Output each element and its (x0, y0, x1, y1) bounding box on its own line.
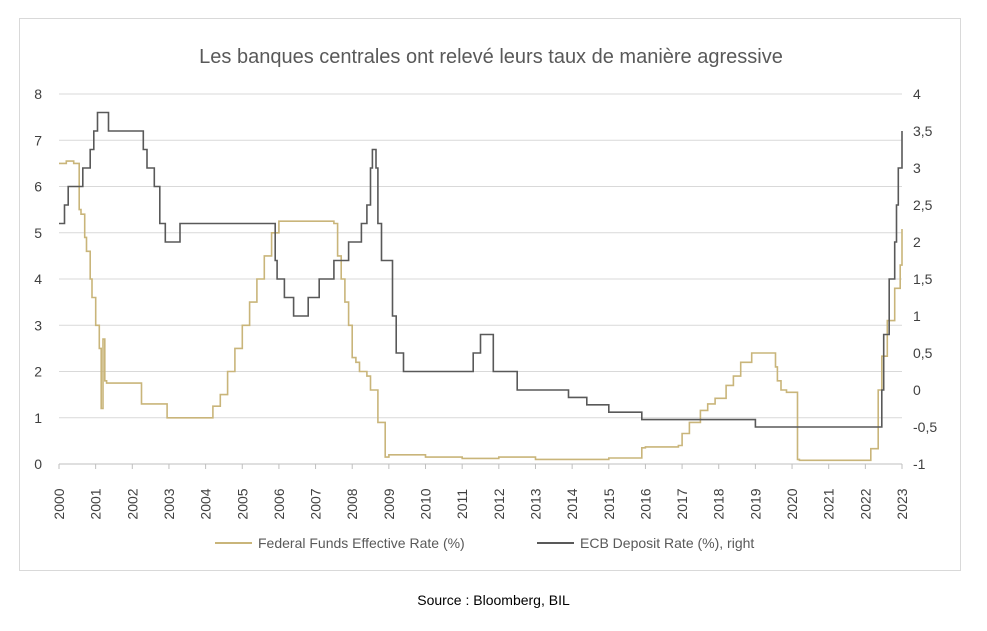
x-tick-20: 2020 (784, 488, 800, 519)
legend: Federal Funds Effective Rate (%) ECB Dep… (215, 535, 754, 551)
x-tick-12: 2012 (491, 488, 507, 519)
x-tick-15: 2015 (601, 488, 617, 519)
x-tick-3: 2003 (161, 488, 177, 519)
y-right-tick-2: 0 (913, 382, 921, 398)
chart-svg: Les banques centrales ont relevé leurs t… (34, 46, 937, 551)
x-tick-22: 2022 (857, 488, 873, 519)
y-right-tick-labels: -1 -0,5 0 0,5 1 1,5 2 2,5 3 3,5 4 (913, 86, 937, 472)
x-tick-10: 2010 (418, 488, 434, 519)
x-tick-5: 2005 (234, 488, 250, 519)
x-tick-11: 2011 (454, 489, 470, 519)
y-left-tick-6: 6 (34, 179, 42, 195)
x-tick-2: 2002 (124, 488, 140, 519)
y-left-tick-3: 3 (34, 317, 42, 333)
y-left-tick-8: 8 (34, 86, 42, 102)
x-tick-4: 2004 (198, 488, 214, 519)
x-tick-23: 2023 (894, 488, 910, 519)
y-right-tick-6: 2 (913, 234, 921, 250)
y-right-tick-3: 0,5 (913, 345, 933, 361)
y-right-tick-9: 3,5 (913, 123, 933, 139)
x-tick-0: 2000 (51, 488, 67, 519)
x-tick-16: 2016 (637, 488, 653, 519)
series-line-ecb (59, 111, 903, 428)
y-right-tick-1: -0,5 (913, 419, 937, 435)
y-left-tick-4: 4 (34, 271, 42, 287)
chart-frame: Les banques centrales ont relevé leurs t… (19, 18, 961, 571)
y-right-tick-5: 1,5 (913, 271, 933, 287)
x-tick-14: 2014 (564, 488, 580, 519)
legend-label-ecb: ECB Deposit Rate (%), right (580, 535, 754, 551)
y-left-tick-2: 2 (34, 364, 42, 380)
x-tick-8: 2008 (344, 488, 360, 519)
y-right-tick-8: 3 (913, 160, 921, 176)
x-tick-21: 2021 (821, 488, 837, 519)
y-left-tick-labels: 0 1 2 3 4 5 6 7 8 (34, 86, 42, 472)
legend-label-fed: Federal Funds Effective Rate (%) (258, 535, 465, 551)
series-lines (59, 111, 903, 462)
source-note: Source : Bloomberg, BIL (417, 592, 570, 608)
y-right-tick-10: 4 (913, 86, 921, 102)
x-tick-7: 2007 (308, 488, 324, 519)
y-left-tick-0: 0 (34, 456, 42, 472)
chart-title: Les banques centrales ont relevé leurs t… (199, 46, 783, 68)
x-tick-17: 2017 (674, 488, 690, 519)
y-right-tick-4: 1 (913, 308, 921, 324)
y-left-tick-1: 1 (34, 410, 42, 426)
x-tick-18: 2018 (711, 488, 727, 519)
x-tick-6: 2006 (271, 488, 287, 519)
x-tick-1: 2001 (88, 488, 104, 519)
x-tick-labels: 2000 2001 2002 2003 2004 2005 2006 2007 2008 2009… (51, 464, 910, 520)
y-left-tick-7: 7 (34, 132, 42, 148)
y-right-tick-0: -1 (913, 456, 926, 472)
x-tick-9: 2009 (381, 488, 397, 519)
y-left-tick-5: 5 (34, 225, 42, 241)
x-tick-19: 2019 (747, 488, 763, 519)
y-right-tick-7: 2,5 (913, 197, 933, 213)
x-tick-13: 2013 (527, 488, 543, 519)
grid-lines (59, 93, 902, 465)
series-line-fed (59, 160, 903, 462)
